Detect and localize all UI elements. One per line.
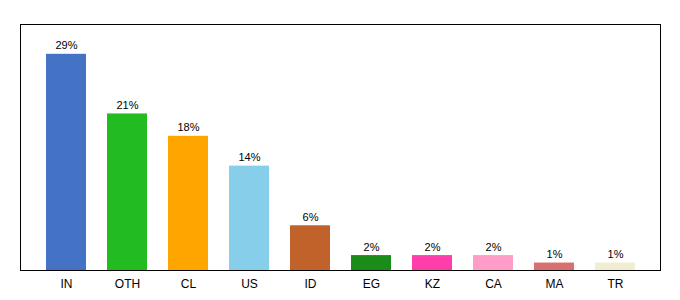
svg-text:ID: ID bbox=[305, 277, 317, 291]
svg-text:IN: IN bbox=[61, 277, 73, 291]
svg-text:CL: CL bbox=[181, 277, 197, 291]
svg-text:2%: 2% bbox=[486, 241, 502, 253]
svg-text:18%: 18% bbox=[177, 121, 199, 133]
svg-text:EG: EG bbox=[363, 277, 380, 291]
svg-text:14%: 14% bbox=[238, 151, 260, 163]
svg-text:1%: 1% bbox=[608, 248, 624, 260]
svg-text:TR: TR bbox=[608, 277, 624, 291]
svg-text:2%: 2% bbox=[425, 241, 441, 253]
svg-text:US: US bbox=[241, 277, 258, 291]
svg-text:6%: 6% bbox=[303, 211, 319, 223]
svg-text:21%: 21% bbox=[116, 99, 138, 111]
svg-text:CA: CA bbox=[485, 277, 502, 291]
svg-text:1%: 1% bbox=[547, 248, 563, 260]
svg-text:2%: 2% bbox=[364, 241, 380, 253]
svg-text:29%: 29% bbox=[55, 39, 77, 51]
svg-text:KZ: KZ bbox=[425, 277, 440, 291]
svg-text:MA: MA bbox=[546, 277, 564, 291]
svg-text:OTH: OTH bbox=[115, 277, 140, 291]
